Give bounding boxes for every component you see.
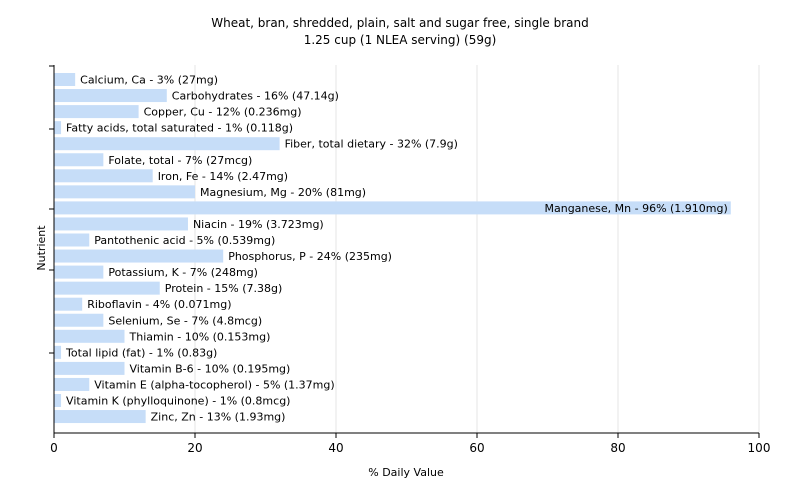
bar-label: Folate, total - 7% (27mcg)	[108, 154, 252, 167]
bar-label: Phosphorus, P - 24% (235mg)	[228, 250, 392, 263]
bar-label: Manganese, Mn - 96% (1.910mg)	[544, 202, 727, 215]
bar	[54, 169, 153, 183]
bar	[54, 410, 146, 424]
chart-subtitle: 1.25 cup (1 NLEA serving) (59g)	[304, 33, 497, 47]
bar-label: Vitamin B-6 - 10% (0.195mg)	[130, 362, 291, 375]
bar	[54, 361, 125, 375]
bar-label: Fiber, total dietary - 32% (7.9g)	[285, 138, 458, 151]
x-tick-label: 40	[328, 441, 343, 455]
bar-label: Selenium, Se - 7% (4.8mcg)	[108, 314, 262, 327]
x-tick-label: 0	[50, 441, 58, 455]
bar-label: Protein - 15% (7.38g)	[165, 282, 283, 295]
bar	[54, 281, 160, 295]
gridlines	[194, 65, 760, 433]
bar	[54, 201, 731, 215]
bar	[54, 329, 125, 343]
bar-label: Iron, Fe - 14% (2.47mg)	[158, 170, 288, 183]
bar-label: Vitamin E (alpha-tocopherol) - 5% (1.37m…	[94, 378, 334, 391]
bar-label: Zinc, Zn - 13% (1.93mg)	[151, 411, 286, 424]
bar	[54, 153, 104, 167]
bar	[54, 185, 195, 199]
bar	[54, 89, 167, 103]
x-tick-label: 60	[469, 441, 484, 455]
bar	[54, 137, 280, 151]
axes: 0 20 40 60 80 100	[49, 65, 770, 455]
bar-label: Vitamin K (phylloquinone) - 1% (0.8mcg)	[66, 395, 290, 408]
bar-label: Carbohydrates - 16% (47.14g)	[172, 90, 339, 103]
x-tick-label: 100	[748, 441, 771, 455]
bar-labels: Calcium, Ca - 3% (27mg) Carbohydrates - 1…	[65, 74, 728, 424]
x-axis-title: % Daily Value	[368, 466, 444, 479]
bar	[54, 105, 139, 119]
x-tick-label: 20	[187, 441, 202, 455]
bar-label: Total lipid (fat) - 1% (0.83g)	[65, 346, 217, 359]
bar	[54, 265, 104, 279]
bar	[54, 233, 90, 247]
bar	[54, 313, 104, 327]
y-axis-title: Nutrient	[35, 225, 48, 271]
bar-label: Copper, Cu - 12% (0.236mg)	[144, 106, 302, 119]
bar	[54, 121, 62, 135]
bar-label: Pantothenic acid - 5% (0.539mg)	[94, 234, 275, 247]
bar-label: Potassium, K - 7% (248mg)	[108, 266, 258, 279]
bar-label: Thiamin - 10% (0.153mg)	[129, 330, 271, 343]
bar	[54, 217, 188, 231]
bars	[54, 73, 731, 424]
bar-label: Riboflavin - 4% (0.071mg)	[87, 298, 231, 311]
bar-label: Calcium, Ca - 3% (27mg)	[80, 74, 218, 87]
bar	[54, 249, 224, 263]
bar	[54, 377, 90, 391]
bar	[54, 394, 62, 407]
chart-title: Wheat, bran, shredded, plain, salt and s…	[211, 16, 589, 30]
x-tick-label: 80	[610, 441, 625, 455]
bar	[54, 345, 62, 359]
bar-label: Fatty acids, total saturated - 1% (0.118…	[66, 122, 293, 135]
bar	[54, 73, 76, 86]
bar-label: Magnesium, Mg - 20% (81mg)	[200, 186, 366, 199]
bar	[54, 297, 83, 311]
bar-label: Niacin - 19% (3.723mg)	[193, 218, 324, 231]
